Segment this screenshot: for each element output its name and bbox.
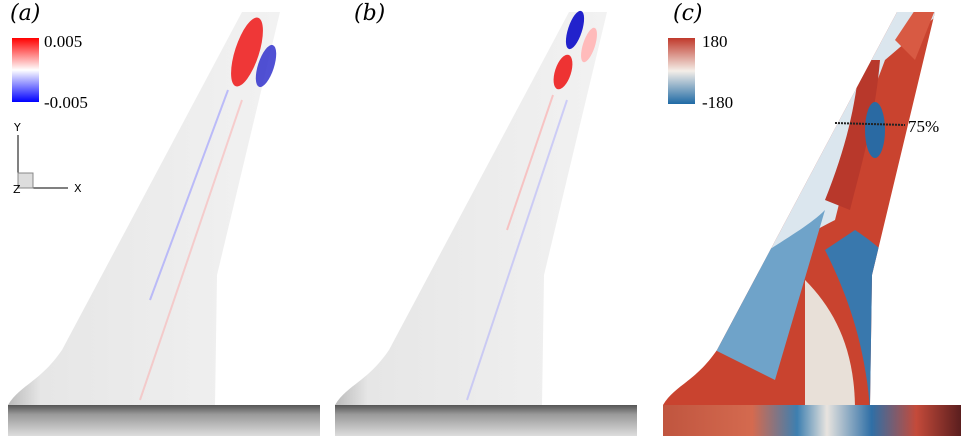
panel-label: (b) [354, 1, 385, 26]
axis-z: Z [13, 183, 21, 196]
colorbar-min: -180 [702, 93, 733, 112]
fuselage [663, 405, 961, 436]
panel-c: (c) 180 -180 75% [655, 0, 961, 436]
panel-label: (c) [673, 1, 703, 26]
panel-a: (a) 0.005 -0.005 Y Z X [8, 1, 320, 436]
figure: (a) 0.005 -0.005 Y Z X (b) [0, 0, 961, 436]
colorbar-min: -0.005 [44, 93, 88, 112]
panel-b: (b) [335, 1, 637, 436]
fuselage [8, 405, 320, 436]
axis-y: Y [13, 121, 21, 134]
panel-label: (a) [10, 1, 40, 26]
axis-x: X [74, 182, 82, 195]
annotation: 75% [908, 117, 939, 136]
colorbar [12, 38, 39, 102]
colorbar-max: 180 [702, 32, 728, 51]
colorbar [668, 38, 695, 104]
colorbar-max: 0.005 [44, 32, 82, 51]
fuselage [335, 405, 637, 436]
axis-triad [18, 135, 68, 188]
